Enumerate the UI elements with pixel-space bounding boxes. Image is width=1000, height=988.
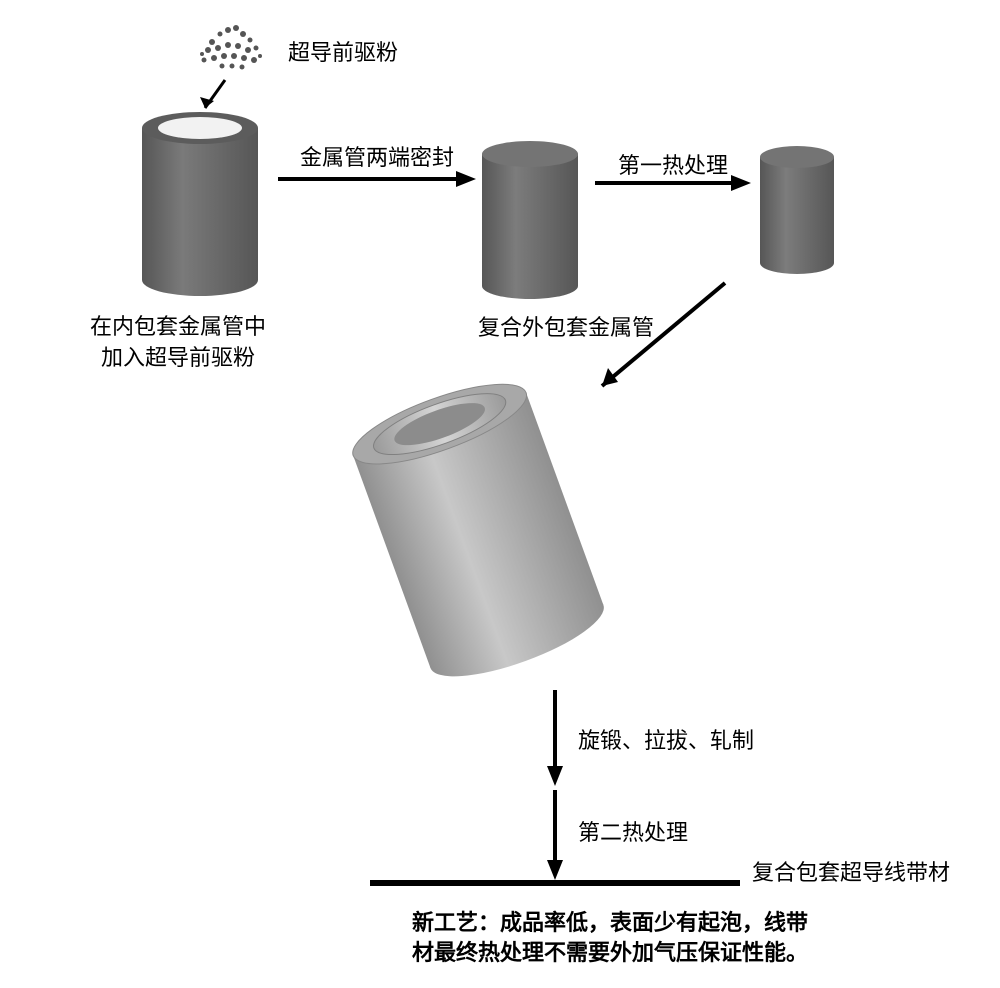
- powder-cluster: [198, 20, 266, 75]
- footer-l1: 新工艺：成品率低，表面少有起泡，线带: [412, 910, 808, 935]
- result-label: 复合包套超导线带材: [752, 855, 950, 887]
- footer-l2: 材最终热处理不需要外加气压保证性能。: [412, 940, 808, 965]
- inner-tube-cylinder: [140, 108, 260, 298]
- powder-label: 超导前驱粉: [288, 35, 398, 67]
- caption-step1: 在内包套金属管中 加入超导前驱粉: [90, 312, 266, 374]
- arrow4-label: 旋锻、拉拔、轧制: [578, 723, 754, 755]
- footer-text: 新工艺：成品率低，表面少有起泡，线带 材最终热处理不需要外加气压保证性能。: [412, 908, 952, 967]
- arrow2: [595, 172, 753, 194]
- heat-treated-cylinder: [758, 145, 836, 275]
- arrow5: [544, 790, 566, 882]
- caption1-l1: 在内包套金属管中: [90, 314, 266, 339]
- result-wire-tape: [370, 880, 740, 886]
- arrow4: [544, 690, 566, 788]
- composite-outer-tube: [335, 375, 625, 695]
- caption1-l2: 加入超导前驱粉: [101, 345, 255, 370]
- arrow1: [278, 168, 478, 190]
- arrow5-label: 第二热处理: [578, 815, 688, 847]
- sealed-tube-cylinder: [480, 140, 580, 300]
